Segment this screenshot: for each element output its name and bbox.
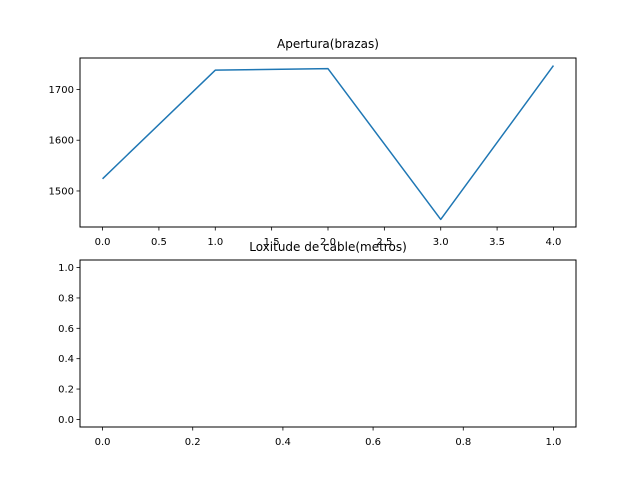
x-tick-label: 4.0 — [546, 237, 562, 248]
subplot-apertura: Apertura(brazas) 1500 1600 1700 0.0 0.5 1.0 1… — [49, 37, 577, 248]
subplot-loxitude: 0.0 0.2 0.4 0.6 0.8 1.0 0.0 0.2 0.4 0.6 0.8 1.0 Lo… — [58, 240, 577, 448]
x-tick-label: 0.0 — [95, 237, 111, 248]
x-tick-label: 2.5 — [376, 237, 392, 248]
x-tick-label: 0.5 — [151, 237, 167, 248]
x-tick-label: 3.0 — [433, 237, 449, 248]
plot-area — [102, 65, 555, 221]
y-axis: 0.0 0.2 0.4 0.6 0.8 1.0 — [58, 263, 80, 426]
y-tick-label: 1500 — [49, 186, 74, 197]
y-tick-label: 1700 — [49, 85, 74, 96]
y-axis: 1500 1600 1700 — [49, 85, 80, 197]
y-tick-label: 0.4 — [58, 354, 74, 365]
x-tick-label: 1.5 — [264, 237, 280, 248]
y-tick-label: 0.8 — [58, 293, 74, 304]
series-line — [102, 65, 555, 221]
y-tick-label: 0.6 — [58, 324, 74, 335]
chart-title: Loxitude de cable(metros) — [249, 240, 407, 254]
x-tick-label: 0.0 — [95, 437, 111, 448]
x-tick-label: 0.4 — [275, 437, 291, 448]
x-tick-label: 3.5 — [489, 237, 505, 248]
x-axis: 0.0 0.2 0.4 0.6 0.8 1.0 — [95, 427, 562, 448]
y-tick-label: 0.2 — [58, 385, 74, 396]
axes-frame — [79, 57, 577, 228]
x-axis: 0.0 0.5 1.0 1.5 2.0 2.5 3.0 3.5 4.0 — [95, 227, 562, 248]
x-tick-label: 1.0 — [546, 437, 562, 448]
chart-title: Apertura(brazas) — [277, 37, 379, 51]
x-tick-label: 1.0 — [207, 237, 223, 248]
y-tick-label: 1600 — [49, 136, 74, 147]
x-tick-label: 0.2 — [185, 437, 201, 448]
x-tick-label: 0.6 — [365, 437, 381, 448]
y-tick-label: 1.0 — [58, 263, 74, 274]
x-tick-label: 2.0 — [320, 237, 336, 248]
x-tick-label: 0.8 — [455, 437, 471, 448]
y-tick-label: 0.0 — [58, 415, 74, 426]
axes-frame — [79, 259, 577, 428]
